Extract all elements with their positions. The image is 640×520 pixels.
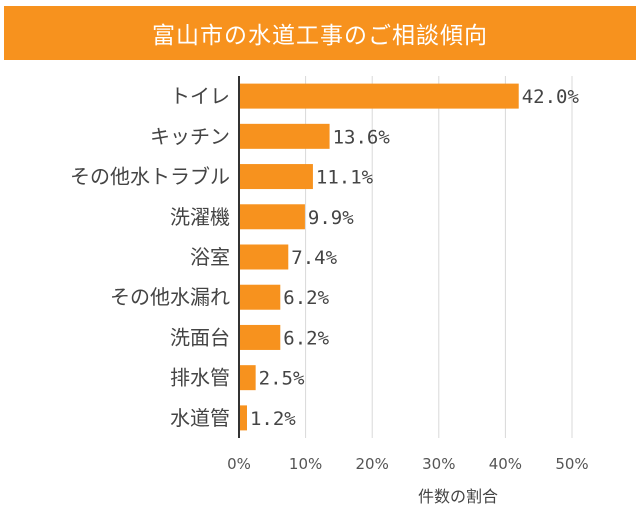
x-tick-label: 20% <box>356 455 389 473</box>
value-label: 7.4% <box>291 247 337 269</box>
category-label: キッチン <box>150 124 230 148</box>
bar <box>239 365 256 391</box>
value-label: 6.2% <box>283 327 329 349</box>
category-label: 水道管 <box>170 406 230 430</box>
category-label: その他水トラブル <box>70 165 230 189</box>
value-label: 2.5% <box>259 368 305 390</box>
bar <box>239 123 330 149</box>
x-tick-label: 40% <box>489 455 522 473</box>
value-label: 13.6% <box>333 126 391 148</box>
title-banner: 富山市の水道工事のご相談傾向 <box>4 6 636 60</box>
bar <box>239 284 281 310</box>
bar <box>239 405 247 431</box>
category-label: 洗面台 <box>170 325 230 349</box>
bar <box>239 204 305 230</box>
bar <box>239 83 519 109</box>
bar <box>239 164 313 190</box>
value-label: 6.2% <box>283 287 329 309</box>
value-label: 1.2% <box>250 408 296 430</box>
x-axis-title: 件数の割合 <box>418 487 498 506</box>
bar <box>239 324 281 350</box>
chart-title: 富山市の水道工事のご相談傾向 <box>152 23 488 49</box>
category-label: 洗濯機 <box>170 205 230 229</box>
x-tick-label: 0% <box>227 455 251 473</box>
value-label: 9.9% <box>308 207 354 229</box>
x-tick-label: 50% <box>555 455 588 473</box>
category-label: その他水漏れ <box>110 285 230 309</box>
x-tick-label: 10% <box>289 455 322 473</box>
value-label: 11.1% <box>316 167 374 189</box>
category-label: トイレ <box>170 84 230 108</box>
value-label: 42.0% <box>522 86 580 108</box>
category-label: 浴室 <box>190 245 230 269</box>
x-tick-label: 30% <box>422 455 455 473</box>
bar <box>239 244 289 270</box>
category-label: 排水管 <box>170 366 230 390</box>
